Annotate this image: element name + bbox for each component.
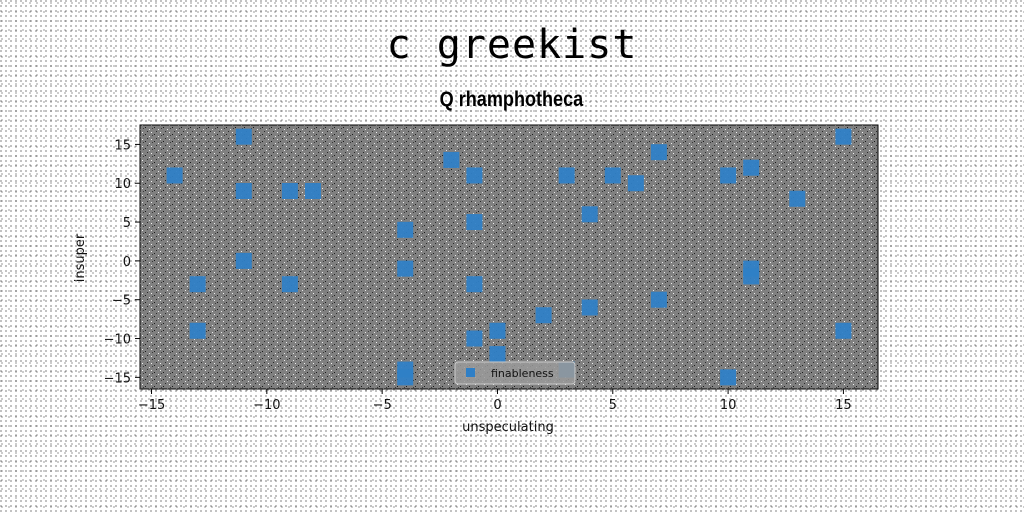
data-point — [650, 291, 667, 308]
data-point — [235, 128, 252, 145]
x-tick-label: 0 — [493, 398, 501, 413]
data-point — [466, 276, 483, 293]
data-point — [604, 167, 621, 184]
legend-swatch — [466, 368, 475, 377]
data-point — [581, 299, 598, 316]
data-point — [743, 268, 760, 285]
data-point — [535, 307, 552, 324]
data-point — [235, 252, 252, 269]
y-axis-label: insuper — [73, 233, 88, 282]
y-tick-label: 10 — [114, 177, 131, 192]
data-point — [166, 167, 183, 184]
legend-box — [454, 361, 576, 385]
y-tick-label: −15 — [104, 371, 131, 386]
data-point — [189, 276, 206, 293]
data-point — [743, 159, 760, 176]
chart-title: Q rhamphotheca — [439, 88, 584, 111]
data-point — [281, 276, 298, 293]
data-point — [466, 214, 483, 231]
data-point — [443, 151, 460, 168]
x-tick-label: 10 — [720, 398, 737, 413]
y-tick-label: 0 — [123, 255, 131, 270]
data-point — [650, 144, 667, 161]
data-point — [281, 183, 298, 199]
x-tick-label: −15 — [138, 398, 165, 413]
x-tick-label: 5 — [609, 398, 617, 413]
y-axis: −15 −10 −5 0 5 10 15 — [104, 138, 140, 386]
data-point — [720, 167, 737, 184]
data-point — [397, 221, 414, 238]
data-point — [789, 190, 806, 207]
data-point — [304, 183, 321, 199]
data-point — [835, 128, 852, 145]
data-point — [835, 322, 852, 339]
data-point — [235, 183, 252, 199]
data-point — [397, 260, 414, 277]
x-tick-label: 15 — [835, 398, 852, 413]
legend-label: finableness — [491, 367, 554, 380]
data-point — [189, 322, 206, 339]
legend: finableness — [454, 361, 576, 385]
figure-suptitle: c greekist — [386, 22, 638, 68]
data-point — [489, 346, 506, 363]
data-point — [581, 206, 598, 223]
data-point — [489, 322, 506, 339]
x-axis: −15 −10 −5 0 5 10 15 — [138, 389, 852, 413]
data-point — [466, 330, 483, 347]
y-tick-label: −5 — [112, 294, 131, 309]
y-tick-label: 5 — [123, 216, 131, 231]
data-point — [627, 175, 644, 192]
y-tick-label: −10 — [104, 333, 131, 348]
data-point — [397, 369, 414, 386]
data-point — [466, 167, 483, 184]
data-point — [720, 369, 737, 386]
y-tick-label: 15 — [114, 138, 131, 153]
x-axis-label: unspeculating — [462, 420, 554, 435]
x-tick-label: −5 — [373, 398, 392, 413]
data-point — [558, 167, 575, 184]
x-tick-label: −10 — [253, 398, 280, 413]
